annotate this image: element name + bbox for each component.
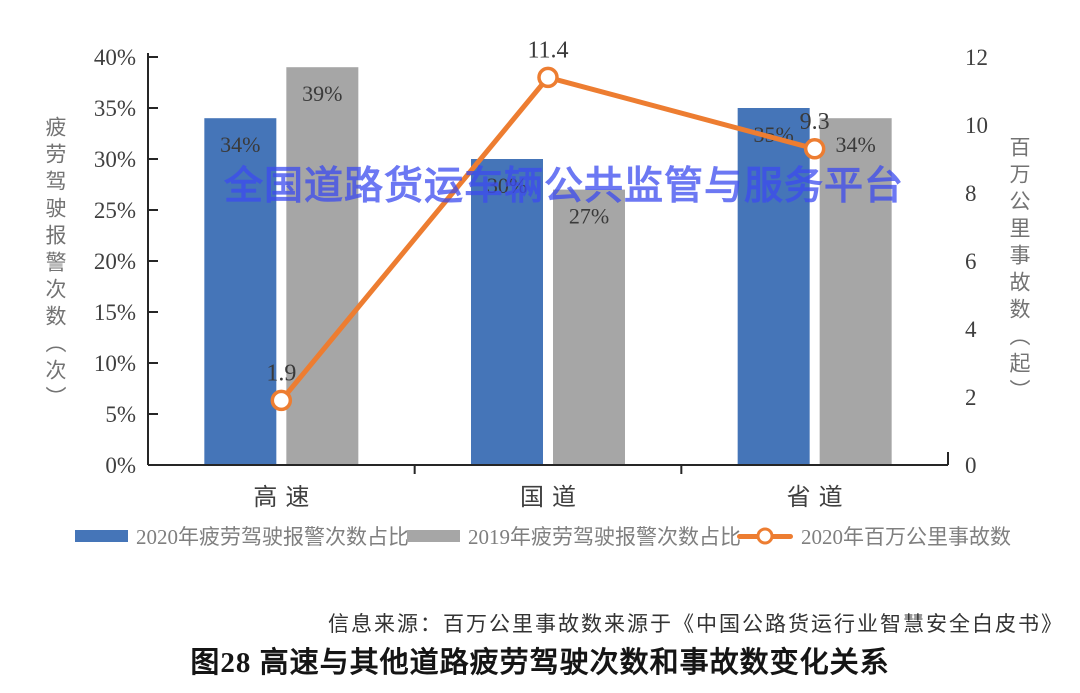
line-point-label-1: 11.4	[527, 37, 568, 63]
legend-item-2019-bars: 2019年疲劳驾驶报警次数占比	[407, 522, 741, 550]
bar-2020-0	[204, 118, 277, 465]
chart-plot-area: 40% 35% 30% 25% 20% 15% 10% 5% 0% 12 10 8 6 4 2 0 高速 国道 省道…	[94, 37, 988, 511]
line-point-marker-0	[270, 389, 293, 412]
bar-2019-1	[553, 189, 625, 465]
bar-2019-0	[286, 67, 359, 465]
legend-label-2020-bars: 2020年疲劳驾驶报警次数占比	[136, 525, 409, 549]
left-axis-tick-label: 20%	[94, 249, 136, 274]
right-axis-tick-label: 12	[965, 45, 988, 70]
bar-label-2019-1: 27%	[569, 204, 609, 229]
right-axis-tick-label: 10	[965, 113, 988, 138]
left-axis-title: 疲劳驾驶报警次数（次）	[43, 116, 67, 413]
right-axis-tick-label: 0	[965, 453, 977, 478]
bar-label-2020-0: 34%	[220, 132, 260, 157]
source-note: 信息来源：百万公里事故数来源于《中国公路货运行业智慧安全白皮书》	[328, 612, 1064, 636]
legend-line-marker-icon	[737, 527, 793, 545]
legend-swatch-2019-bar	[407, 530, 460, 542]
left-axis-tick-label: 25%	[94, 198, 136, 223]
legend-item-2020-line: 2020年百万公里事故数	[737, 522, 1011, 550]
line-point-label-2: 9.3	[800, 109, 830, 135]
bar-2019-2	[819, 118, 892, 465]
right-axis-tick-label: 2	[965, 385, 977, 410]
left-axis-tick-label: 10%	[94, 351, 136, 376]
bar-2020-2	[737, 108, 810, 465]
category-label-2: 省道	[787, 484, 851, 511]
left-axis-tick-label: 35%	[94, 96, 136, 121]
right-axis-tick-label: 8	[965, 181, 977, 206]
legend-line-dot-icon	[756, 527, 774, 545]
left-axis-tick-label: 5%	[105, 402, 136, 427]
right-axis-title: 百万公里事故数（起）	[1007, 136, 1031, 406]
bar-label-2019-2: 34%	[836, 132, 876, 157]
line-point-label-0: 1.9	[266, 360, 296, 386]
right-axis-tick-label: 4	[965, 317, 977, 342]
accidents-line	[278, 74, 818, 403]
line-point-marker-2	[803, 138, 826, 160]
bar-label-2019-0: 39%	[302, 81, 342, 106]
category-label-0: 高速	[253, 484, 317, 511]
line-point-marker-1	[537, 66, 559, 89]
bar-2020-1	[471, 159, 543, 465]
bar-label-2020-1: 30%	[487, 173, 527, 198]
category-label-1: 国道	[520, 484, 584, 511]
right-axis-tick-label: 6	[965, 249, 977, 274]
figure-caption: 图28 高速与其他道路疲劳驾驶次数和事故数变化关系	[190, 647, 890, 679]
left-axis-tick-label: 15%	[94, 300, 136, 325]
legend-item-2020-bars: 2020年疲劳驾驶报警次数占比	[75, 522, 409, 550]
left-axis-tick-label: 0%	[105, 453, 136, 478]
legend-label-2019-bars: 2019年疲劳驾驶报警次数占比	[468, 525, 741, 549]
legend-label-2020-line: 2020年百万公里事故数	[801, 525, 1011, 549]
left-axis-tick-label: 30%	[94, 147, 136, 172]
left-axis-tick-label: 40%	[94, 45, 136, 70]
chart-legend: 2020年疲劳驾驶报警次数占比 2019年疲劳驾驶报警次数占比 2020年百万公…	[0, 522, 1080, 550]
legend-swatch-2020-bar	[75, 530, 128, 542]
